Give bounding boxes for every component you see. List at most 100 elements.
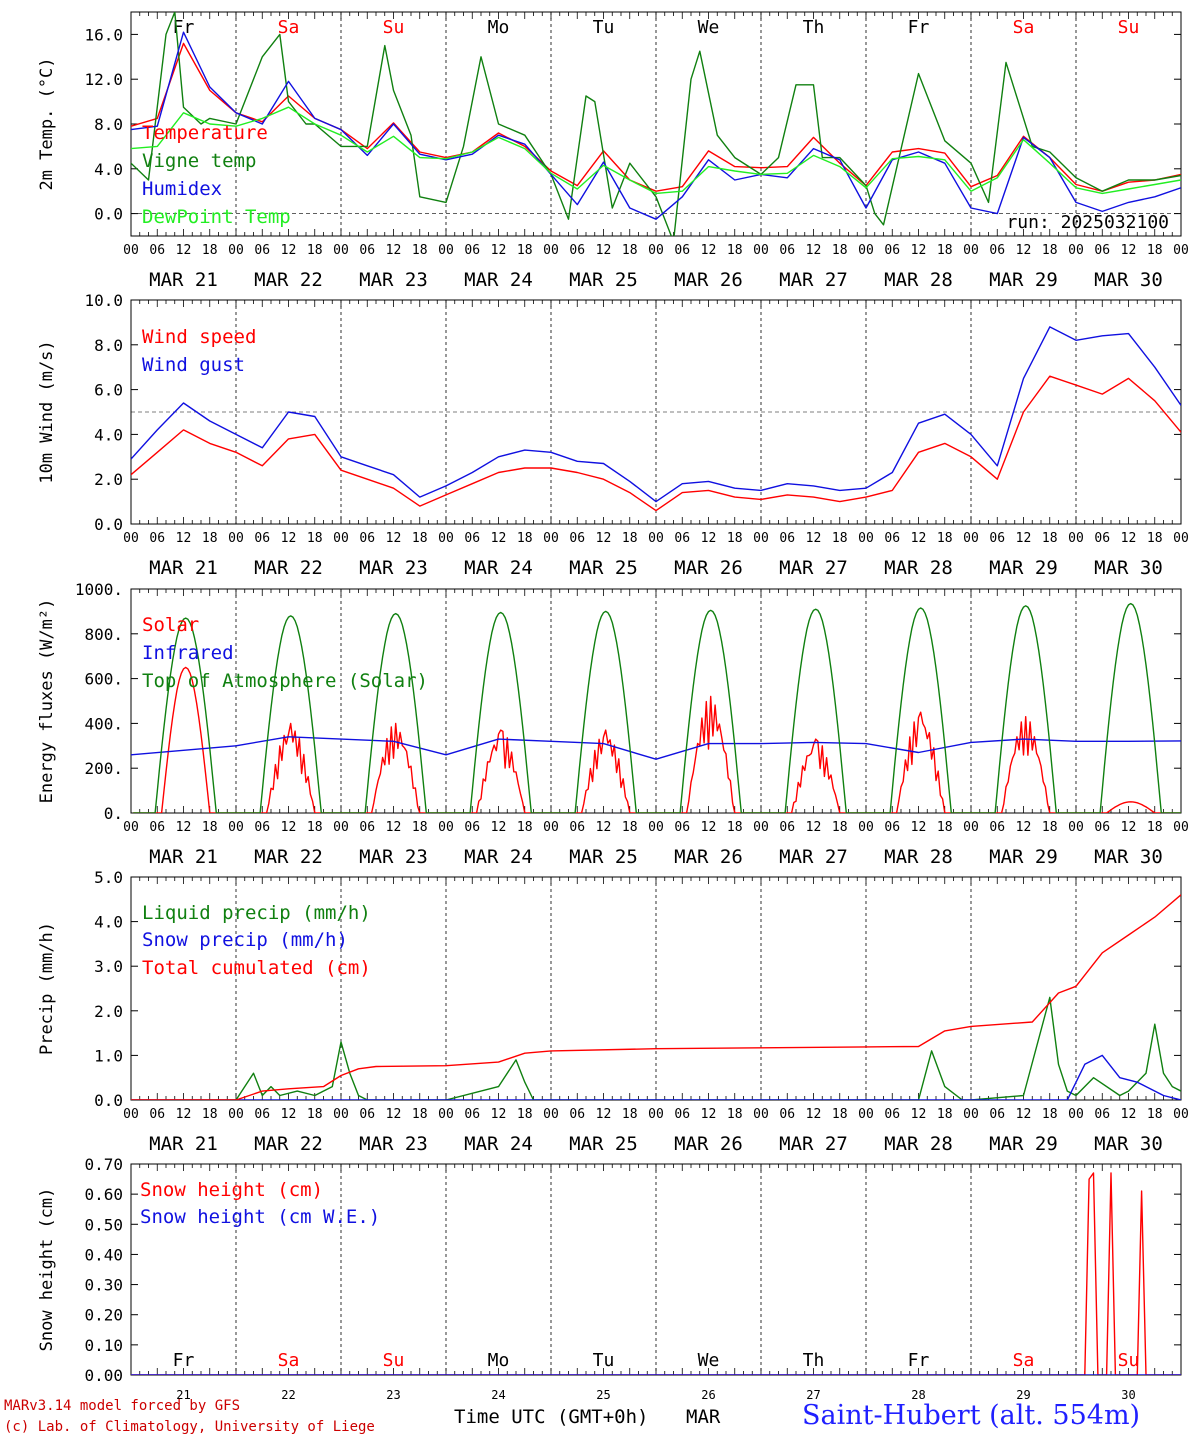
hour-tick-label: 00 bbox=[1068, 1107, 1084, 1122]
hour-tick-label: 00 bbox=[123, 531, 139, 546]
hour-tick-label: 12 bbox=[1121, 1107, 1137, 1122]
y-tick-label: 0.50 bbox=[84, 1215, 123, 1234]
legend-temperature: Temperature bbox=[142, 122, 268, 144]
legend-liquid-precip-mm-h: Liquid precip (mm/h) bbox=[142, 902, 371, 924]
hour-tick-label: 06 bbox=[884, 531, 900, 546]
series-group bbox=[131, 1172, 1181, 1375]
y-tick-label: 4.0 bbox=[94, 160, 123, 179]
hour-tick-label: 00 bbox=[753, 1107, 769, 1122]
series-top-of-atmosphere-solar bbox=[1078, 602, 1181, 813]
date-label: MAR 28 bbox=[884, 846, 953, 868]
hour-tick-label: 12 bbox=[281, 820, 297, 835]
hour-tick-label: 06 bbox=[989, 820, 1005, 835]
day-number-label: 27 bbox=[806, 1388, 820, 1402]
series-solar bbox=[553, 729, 659, 813]
hour-tick-label: 00 bbox=[438, 1107, 454, 1122]
legend-vigne-temp: Vigne temp bbox=[142, 150, 256, 172]
date-label: MAR 30 bbox=[1094, 846, 1163, 868]
y-axis-label: 2m Temp. (°C) bbox=[37, 57, 57, 190]
date-label: MAR 28 bbox=[884, 557, 953, 579]
hour-tick-label: 18 bbox=[517, 243, 533, 258]
date-label: MAR 23 bbox=[359, 1133, 428, 1155]
hour-tick-label: 00 bbox=[1173, 243, 1189, 258]
weekday-label: Fr bbox=[908, 1350, 930, 1371]
date-label: MAR 23 bbox=[359, 269, 428, 291]
hour-tick-label: 06 bbox=[884, 820, 900, 835]
y-tick-label: 8.0 bbox=[94, 336, 123, 355]
hour-tick-label: 00 bbox=[963, 243, 979, 258]
series-infrared bbox=[131, 736, 1181, 760]
legend-wind-gust: Wind gust bbox=[142, 354, 245, 376]
y-tick-label: 200. bbox=[84, 759, 123, 778]
panel-3: 0. 200. 400. 600. 800. 1000. Energy fluxes (W/… bbox=[37, 580, 1189, 868]
hour-tick-label: 12 bbox=[1016, 531, 1032, 546]
hour-tick-label: 00 bbox=[438, 820, 454, 835]
date-label: MAR 30 bbox=[1094, 269, 1163, 291]
hour-tick-label: 00 bbox=[543, 243, 559, 258]
legend-humidex: Humidex bbox=[142, 178, 222, 200]
series-top-of-atmosphere-solar bbox=[973, 605, 1079, 813]
hour-tick-label: 00 bbox=[963, 820, 979, 835]
hour-tick-label: 06 bbox=[569, 820, 585, 835]
date-label: MAR 30 bbox=[1094, 1133, 1163, 1155]
hour-tick-label: 18 bbox=[622, 820, 638, 835]
hour-tick-label: 00 bbox=[1173, 1107, 1189, 1122]
series-solar bbox=[343, 722, 449, 813]
hour-tick-label: 12 bbox=[701, 820, 717, 835]
hour-tick-label: 06 bbox=[464, 820, 480, 835]
legend-infrared: Infrared bbox=[142, 642, 234, 664]
hour-tick-label: 12 bbox=[596, 1107, 612, 1122]
weekday-label: Sa bbox=[1013, 17, 1035, 38]
weekday-label: Th bbox=[803, 1350, 825, 1371]
series-group bbox=[131, 894, 1181, 1100]
date-label: MAR 26 bbox=[674, 269, 743, 291]
hour-tick-label: 12 bbox=[1121, 531, 1137, 546]
hour-tick-label: 00 bbox=[438, 531, 454, 546]
hour-tick-label: 06 bbox=[779, 531, 795, 546]
hour-tick-label: 06 bbox=[674, 531, 690, 546]
station-label: Saint-Hubert (alt. 554m) bbox=[802, 1400, 1141, 1431]
hour-tick-label: 06 bbox=[464, 531, 480, 546]
hour-tick-label: 06 bbox=[149, 243, 165, 258]
weekday-label: Fr bbox=[908, 17, 930, 38]
run-annotation: run: 2025032100 bbox=[1006, 212, 1169, 233]
date-label: MAR 27 bbox=[779, 557, 848, 579]
day-number-label: 26 bbox=[701, 1388, 715, 1402]
panel-4: 0.0 1.0 2.0 3.0 4.0 5.0 Precip (mm/h) 00 06 12 18 M… bbox=[37, 868, 1189, 1155]
series-group bbox=[131, 12, 1181, 236]
y-tick-label: 0.70 bbox=[84, 1155, 123, 1174]
x-axis-title: Time UTC (GMT+0h) bbox=[454, 1406, 649, 1428]
hour-tick-label: 06 bbox=[884, 243, 900, 258]
weekday-label: Sa bbox=[278, 1350, 300, 1371]
hour-tick-label: 12 bbox=[911, 531, 927, 546]
date-label: MAR 26 bbox=[674, 846, 743, 868]
y-tick-label: 5.0 bbox=[94, 868, 123, 887]
hour-tick-label: 00 bbox=[543, 1107, 559, 1122]
series-solar bbox=[763, 738, 869, 813]
hour-tick-label: 12 bbox=[281, 531, 297, 546]
hour-tick-label: 06 bbox=[989, 243, 1005, 258]
day-number-label: 22 bbox=[281, 1388, 295, 1402]
hour-tick-label: 00 bbox=[858, 1107, 874, 1122]
hour-tick-label: 06 bbox=[254, 820, 270, 835]
date-label: MAR 24 bbox=[464, 269, 533, 291]
series-solar bbox=[973, 716, 1079, 813]
hour-tick-label: 18 bbox=[517, 531, 533, 546]
hour-tick-label: 00 bbox=[543, 531, 559, 546]
hour-tick-label: 12 bbox=[701, 531, 717, 546]
hour-tick-label: 06 bbox=[569, 1107, 585, 1122]
legend-wind-speed: Wind speed bbox=[142, 326, 256, 348]
hour-tick-label: 18 bbox=[307, 243, 323, 258]
hour-tick-label: 00 bbox=[963, 531, 979, 546]
day-number-label: 29 bbox=[1016, 1388, 1030, 1402]
hour-tick-label: 06 bbox=[989, 531, 1005, 546]
series-solar bbox=[448, 729, 554, 813]
weekday-label: Fr bbox=[173, 1350, 195, 1371]
hour-tick-label: 12 bbox=[1016, 243, 1032, 258]
hour-tick-label: 00 bbox=[648, 243, 664, 258]
day-number-label: 21 bbox=[176, 1388, 190, 1402]
legend-total-cumulated-cm: Total cumulated (cm) bbox=[142, 957, 371, 979]
hour-tick-label: 00 bbox=[123, 820, 139, 835]
hour-tick-label: 18 bbox=[412, 1107, 428, 1122]
